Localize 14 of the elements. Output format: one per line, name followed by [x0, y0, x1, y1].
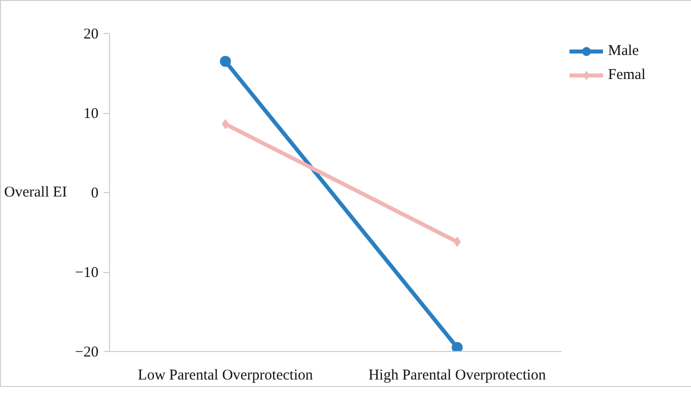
point	[454, 236, 461, 247]
point	[222, 119, 229, 130]
legend-label: Femal	[608, 66, 646, 84]
x-tick-label: High Parental Overprotection	[368, 368, 546, 384]
point	[220, 56, 231, 67]
y-tick-label: −20	[75, 344, 99, 360]
y-tick-label: 0	[91, 186, 98, 202]
y-axis-title: Overall EI	[4, 184, 68, 200]
x-tick-label: Low Parental Overprotection	[138, 368, 314, 384]
point	[452, 342, 463, 352]
y-tick-label: −10	[75, 265, 99, 281]
legend-label: Male	[608, 42, 639, 60]
y-tick-label: 20	[84, 26, 98, 42]
y-tick-label: 10	[84, 106, 98, 122]
